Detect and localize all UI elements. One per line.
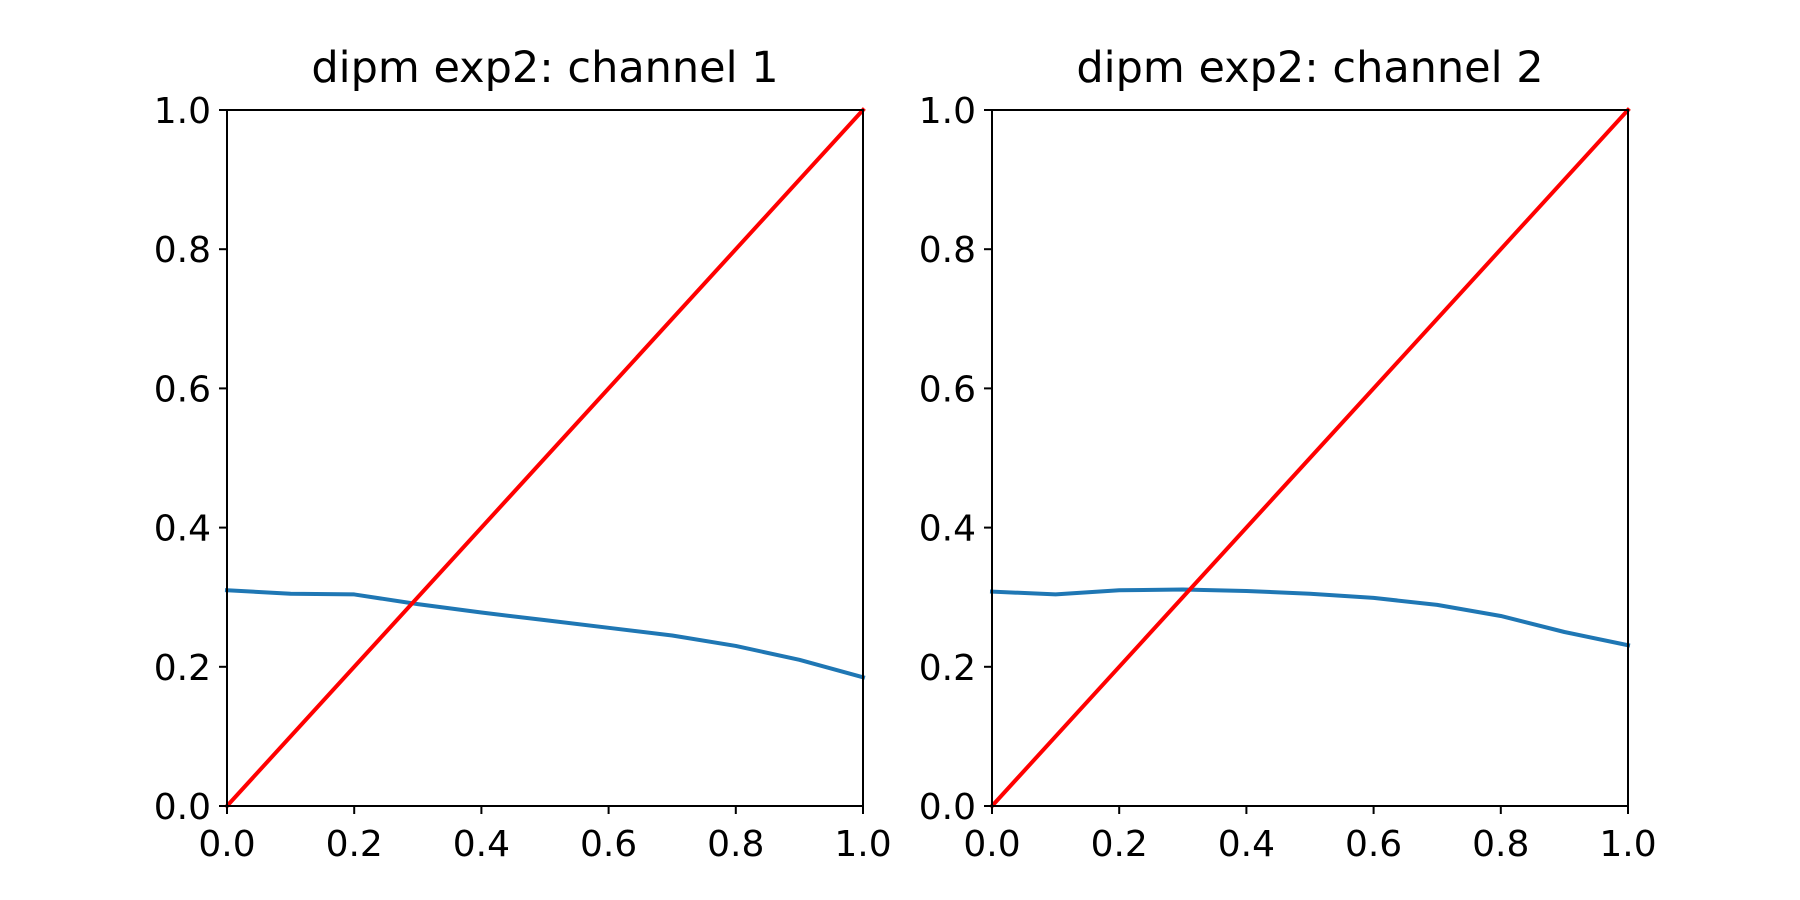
y-tick-label: 0.0	[919, 787, 976, 828]
subplot-channel-2: dipm exp2: channel 2 0.0 0.2 0.4 0.6 0.8 1.00…	[919, 43, 1657, 865]
axes-frame	[991, 109, 1629, 807]
x-tick-label: 0.8	[707, 824, 764, 865]
y-tick-label: 0.0	[154, 787, 211, 828]
y-tick-label: 1.0	[919, 91, 976, 132]
series-line-blue	[989, 587, 1631, 648]
x-tick-label: 0.6	[1345, 824, 1402, 865]
y-tick-label: 0.6	[919, 369, 976, 410]
y-tick-label: 0.4	[919, 509, 976, 550]
subplot-channel-1: dipm exp2: channel 1 0.0 0.2 0.4 0.6 0.8 1.00…	[154, 43, 892, 865]
x-tick-label: 0.2	[1091, 824, 1148, 865]
y-tick-label: 0.8	[154, 230, 211, 271]
y-axis: 0.0 0.2 0.4 0.6 0.8 1.0	[919, 91, 992, 828]
x-tick-label: 1.0	[1599, 824, 1656, 865]
x-tick-label: 0.0	[963, 824, 1020, 865]
y-tick-label: 0.2	[154, 648, 211, 689]
y-tick-label: 0.2	[919, 648, 976, 689]
x-tick-label: 0.8	[1472, 824, 1529, 865]
y-tick-label: 0.4	[154, 509, 211, 550]
y-axis: 0.0 0.2 0.4 0.6 0.8 1.0	[154, 91, 227, 828]
chart-title: dipm exp2: channel 2	[1076, 43, 1543, 93]
series-group	[224, 107, 866, 809]
x-axis: 0.0 0.2 0.4 0.6 0.8 1.0	[198, 806, 892, 865]
x-tick-label: 0.4	[1218, 824, 1275, 865]
series-line-red	[989, 107, 1631, 809]
x-tick-label: 0.4	[453, 824, 510, 865]
y-tick-label: 1.0	[154, 91, 211, 132]
series-line-red	[224, 107, 866, 809]
axes-frame	[226, 109, 864, 807]
x-tick-label: 0.6	[580, 824, 637, 865]
series-group	[989, 107, 1631, 809]
x-tick-label: 0.0	[198, 824, 255, 865]
y-tick-label: 0.8	[919, 230, 976, 271]
y-tick-label: 0.6	[154, 369, 211, 410]
x-tick-label: 1.0	[834, 824, 891, 865]
x-tick-label: 0.2	[326, 824, 383, 865]
x-axis: 0.0 0.2 0.4 0.6 0.8 1.0	[963, 806, 1657, 865]
chart-title: dipm exp2: channel 1	[311, 43, 778, 93]
series-line-blue	[224, 588, 866, 680]
